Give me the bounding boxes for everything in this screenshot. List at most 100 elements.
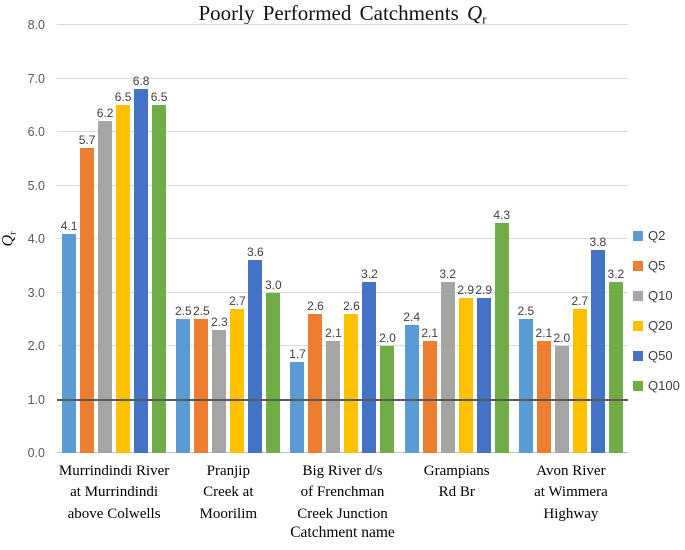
bar-value-label: 6.5: [150, 90, 168, 105]
bar-value-label: 2.5: [174, 304, 192, 319]
y-tick-label: 6.0: [27, 125, 45, 139]
bar-q100: 3.0: [265, 278, 282, 453]
y-tick-label: 5.0: [27, 178, 45, 193]
legend-item-q100: Q100: [633, 378, 680, 393]
plot-area: 4.1 5.7 6.2 6.5 6.8 6.5 2.5 2.5 2.3 2.7 3.6 3.0 1.7 2…: [57, 24, 628, 453]
chart-title-text: Poorly Performed Catchments: [198, 1, 459, 25]
y-tick-label: 8.0: [27, 18, 45, 32]
bar-q10: 6.2: [97, 106, 113, 453]
bar-value-label: 2.1: [535, 325, 553, 340]
reference-line: [57, 398, 628, 401]
y-tick-label: 4.0: [27, 232, 45, 246]
bar-value-label: 2.3: [210, 314, 228, 329]
legend-marker-icon: [633, 380, 643, 391]
legend-label: Q20: [648, 318, 673, 333]
bar-q10: 3.2: [439, 267, 456, 453]
bar-q2: 1.7: [289, 347, 306, 453]
x-axis-labels: Murrindindi River at Murrindindi above Col…: [57, 461, 628, 525]
bar-value-label: 6.8: [132, 74, 150, 89]
bar-value-label: 2.5: [517, 304, 535, 319]
bar-group: 1.7 2.6 2.1 2.6 3.2 2.0: [285, 25, 399, 453]
bar-q10: 2.1: [325, 326, 342, 453]
bar-q2: 2.5: [518, 304, 534, 453]
y-axis-ticks: 0.0 1.0 2.0 3.0 4.0 5.0 6.0 7.0 8.0: [0, 18, 50, 460]
category-label: Pranjip Creek at Moorilim: [199, 463, 258, 522]
bar-value-label: 2.9: [457, 282, 475, 297]
legend-marker-icon: [633, 260, 643, 271]
y-tick-label: 0.0: [27, 446, 45, 460]
bar-q2: 2.5: [175, 304, 192, 453]
gridline: [57, 345, 628, 346]
bar-q2: 4.1: [61, 219, 77, 453]
bar-q50: 3.2: [361, 267, 378, 453]
legend-label: Q10: [648, 288, 673, 303]
legend-marker-icon: [633, 290, 643, 301]
bar-value-label: 2.5: [192, 304, 210, 319]
bar-q50: 6.8: [133, 74, 149, 453]
x-axis-title: Catchment name: [290, 524, 395, 541]
bar-q20: 2.9: [457, 283, 474, 453]
bar-q20: 2.6: [343, 299, 360, 453]
legend-item-q5: Q5: [633, 258, 680, 273]
bar-value-label: 2.6: [343, 298, 360, 313]
bar-value-label: 2.4: [403, 309, 421, 324]
bar-q50: 3.8: [590, 235, 606, 453]
bar-q20: 2.7: [229, 294, 246, 453]
bar-q100: 4.3: [493, 208, 510, 453]
y-tick-label: 1.0: [27, 392, 45, 407]
legend-item-q50: Q50: [633, 348, 680, 363]
bar-q5: 5.7: [79, 133, 95, 453]
bar-value-label: 2.9: [475, 282, 493, 297]
legend-item-q2: Q2: [633, 228, 680, 243]
bar-value-label: 2.1: [421, 325, 439, 340]
bar-value-label: 3.6: [246, 245, 264, 260]
legend-label: Q100: [648, 378, 680, 393]
bar-q5: 2.1: [536, 326, 552, 453]
bar-value-label: 3.2: [439, 266, 457, 281]
bar-value-label: 6.2: [96, 106, 114, 121]
bar-value-label: 3.0: [264, 277, 282, 292]
gridline: [57, 452, 628, 453]
y-tick-label: 2.0: [27, 339, 45, 353]
legend-marker-icon: [633, 350, 643, 361]
bar-value-label: 3.8: [589, 234, 607, 249]
category-label: Grampians Rd Br: [423, 463, 490, 501]
y-tick-label: 3.0: [27, 285, 45, 300]
category-label: Murrindindi River at Murrindindi above Col…: [58, 463, 170, 522]
bar-value-label: 5.7: [78, 133, 96, 148]
bar-group: 2.5 2.5 2.3 2.7 3.6 3.0: [171, 25, 285, 453]
y-tick-label: 7.0: [27, 71, 45, 86]
legend-item-q20: Q20: [633, 318, 680, 333]
bar-value-label: 3.2: [361, 266, 378, 281]
gridline: [57, 238, 628, 239]
bar-value-label: 2.7: [571, 293, 589, 308]
bar-q10: 2.3: [211, 315, 228, 453]
gridline: [57, 24, 628, 25]
bar-group: 4.1 5.7 6.2 6.5 6.8 6.5: [57, 25, 171, 453]
bar-q50: 3.6: [247, 245, 264, 453]
bar-q5: 2.5: [193, 304, 210, 453]
legend-marker-icon: [633, 320, 643, 331]
bar-q5: 2.6: [307, 299, 324, 453]
legend: Q2 Q5 Q10 Q20 Q50 Q100: [633, 228, 680, 393]
legend-label: Q5: [648, 258, 666, 273]
bar-q20: 6.5: [115, 90, 131, 453]
legend-label: Q50: [648, 348, 673, 363]
bar-value-label: 2.1: [325, 325, 342, 340]
bar-q50: 2.9: [475, 283, 492, 453]
bar-value-label: 4.1: [60, 218, 78, 233]
chart-title-symbol: Q: [467, 1, 483, 25]
legend-marker-icon: [633, 230, 643, 241]
chart-title: Poorly Performed Catchments Qr: [0, 1, 685, 28]
bar-group: 2.5 2.1 2.0 2.7 3.8 3.2: [514, 25, 628, 453]
legend-item-q10: Q10: [633, 288, 680, 303]
bar-value-label: 2.6: [307, 298, 324, 313]
legend-label: Q2: [648, 228, 666, 243]
gridline: [57, 131, 628, 132]
chart-title-subscript: r: [482, 11, 487, 27]
bar-q100: 6.5: [151, 90, 167, 453]
bar-value-label: 3.2: [607, 266, 625, 281]
bar-value-label: 2.0: [553, 331, 571, 345]
bar-q100: 3.2: [608, 267, 624, 453]
